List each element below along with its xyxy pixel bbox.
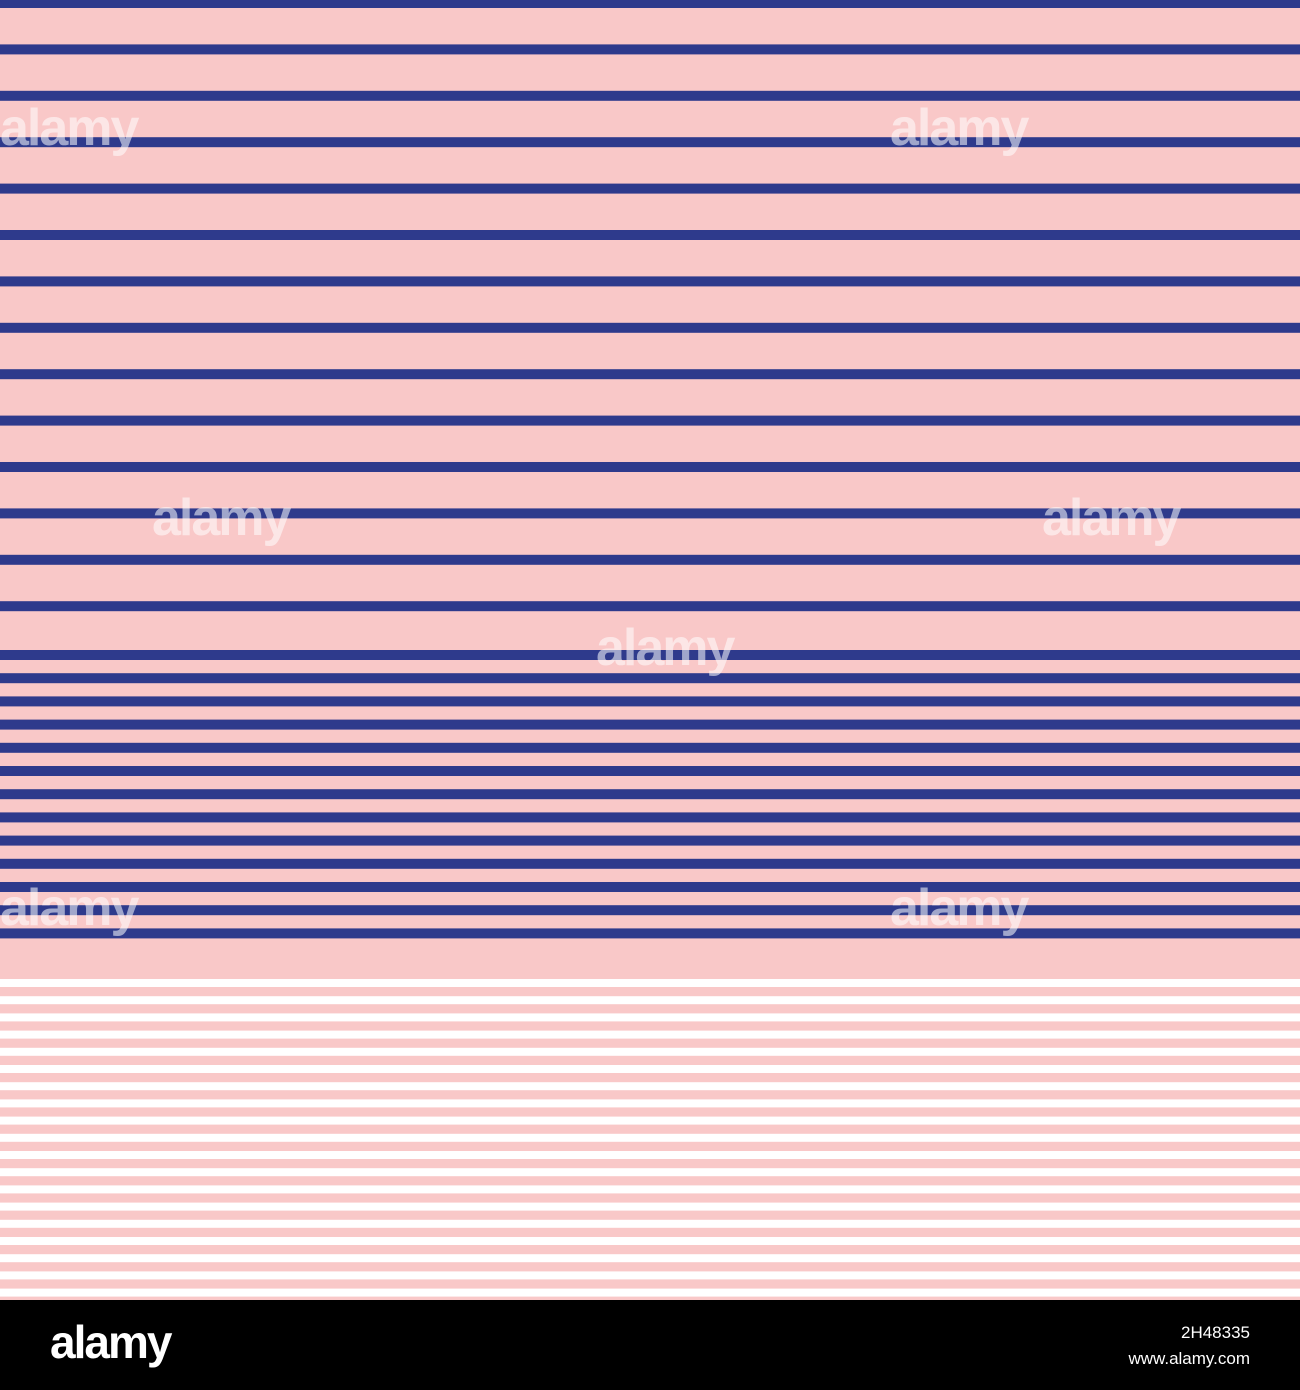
stripe: [0, 905, 1300, 916]
watermark: alamy: [152, 489, 292, 547]
stripe: [0, 1202, 1300, 1211]
stripe: [0, 742, 1300, 753]
stripe: [0, 508, 1300, 519]
stripe: [0, 1013, 1300, 1022]
stripe: [0, 1082, 1300, 1091]
stripe: [0, 719, 1300, 730]
stripe: [0, 276, 1300, 287]
stripe: [0, 90, 1300, 101]
stripe: [0, 554, 1300, 565]
stripe: [0, 1030, 1300, 1039]
stripe: [0, 322, 1300, 333]
stripe: [0, 996, 1300, 1005]
stripe: [0, 0, 1300, 8]
stripe: [0, 650, 1300, 660]
stripe: [0, 812, 1300, 823]
stripe: [0, 1151, 1300, 1159]
footer-bar: [0, 1300, 1300, 1390]
stripes: [0, 0, 1300, 1297]
stripe: [0, 137, 1300, 148]
stripe: [0, 858, 1300, 869]
stripe: [0, 928, 1300, 939]
watermark: alamy: [0, 879, 140, 937]
footer-logo: alamy: [50, 1316, 173, 1368]
stripe: [0, 1288, 1300, 1297]
stripe: [0, 230, 1300, 240]
stripe: [0, 1133, 1300, 1142]
stripe: [0, 789, 1300, 800]
stripe: [0, 1237, 1300, 1245]
footer-url: www.alamy.com: [1127, 1349, 1250, 1368]
image-id: 2H48335: [1181, 1323, 1250, 1342]
stripe: [0, 1219, 1300, 1228]
stripe: [0, 1116, 1300, 1125]
watermark: alamy: [0, 99, 140, 157]
stripe: [0, 882, 1300, 892]
stripe: [0, 766, 1300, 776]
watermark: alamy: [1042, 489, 1182, 547]
watermark: alamy: [596, 619, 736, 677]
stripe: [0, 415, 1300, 426]
stripe: [0, 1065, 1300, 1073]
stripe: [0, 673, 1300, 684]
watermarks: alamy alamy alamy alamy alamy alamy alam…: [0, 99, 1184, 937]
stripe: [0, 1168, 1300, 1177]
stripe: [0, 1099, 1300, 1108]
stripe: [0, 979, 1300, 987]
stripe: [0, 183, 1300, 194]
stripe: [0, 1047, 1300, 1056]
stripe: [0, 44, 1300, 55]
stripe: [0, 1254, 1300, 1263]
stripe: [0, 462, 1300, 472]
stripe: [0, 369, 1300, 380]
watermark: alamy: [890, 99, 1030, 157]
stripe: [0, 1271, 1300, 1280]
stripe: [0, 1185, 1300, 1194]
watermark: alamy: [890, 879, 1030, 937]
stripe: [0, 835, 1300, 846]
stripe: [0, 696, 1300, 707]
stripe: [0, 601, 1300, 612]
